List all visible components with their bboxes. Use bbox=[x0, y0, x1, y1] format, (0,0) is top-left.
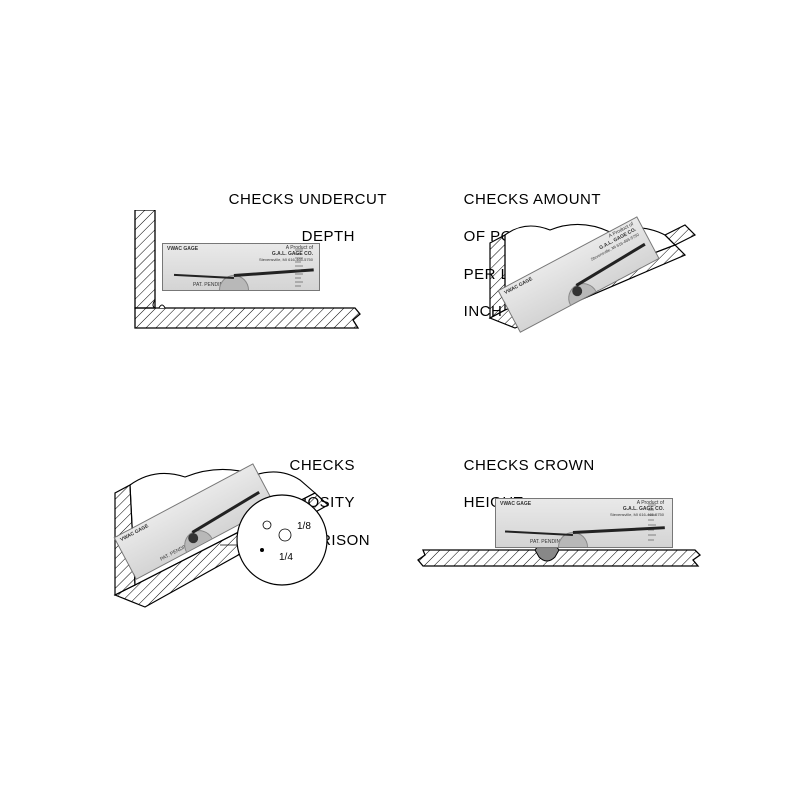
mag-label-2: 1/4 bbox=[279, 552, 293, 563]
gauge-pointer-back-4 bbox=[505, 527, 573, 536]
magnifier: 1/8 1/4 bbox=[227, 485, 337, 595]
cap-ch-l1: CHECKS CROWN bbox=[464, 457, 595, 474]
gauge-label-main-4: VWAC GAGE bbox=[500, 502, 531, 507]
gauge-scale bbox=[295, 246, 317, 290]
gauge-crown-height: VWAC GAGE A Product of G.A.L. GAGE CO. S… bbox=[495, 498, 673, 548]
gauge-label-main: VWAC GAGE bbox=[167, 247, 198, 252]
mag-label-1: 1/8 bbox=[297, 521, 311, 532]
gauge-scale-4 bbox=[648, 501, 670, 547]
caption-undercut-l1: CHECKS UNDERCUT bbox=[229, 191, 387, 208]
gauge-undercut: VWAC GAGE A Product of G.A.L. GAGE CO. S… bbox=[162, 243, 320, 291]
gauge-pointer-back bbox=[174, 271, 234, 279]
